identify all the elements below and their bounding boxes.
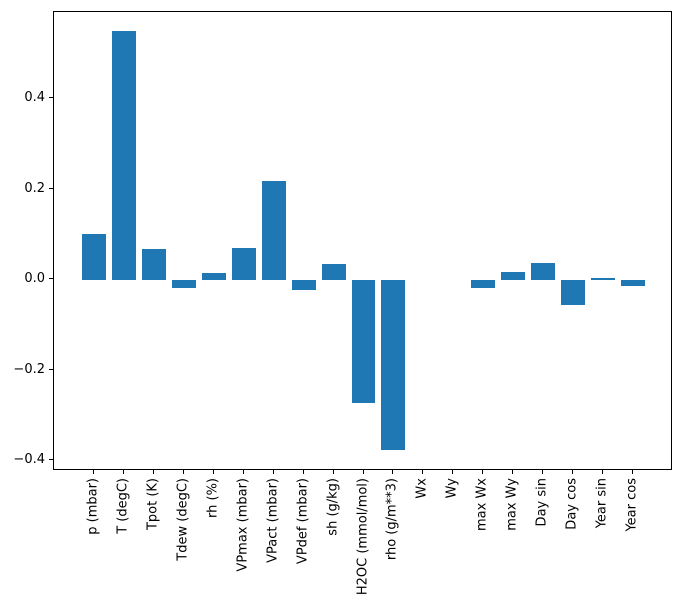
- y-tick-mark: [49, 97, 53, 99]
- x-tick-label: H2OC (mmol/mol): [355, 478, 370, 596]
- x-tick-label: VPact (mbar): [265, 478, 281, 563]
- bar-tpot-k: [142, 249, 166, 280]
- y-tick-mark: [49, 278, 53, 280]
- bar-year-sin: [590, 277, 615, 280]
- x-tick-mark: [392, 470, 394, 474]
- x-tick-mark: [452, 470, 454, 474]
- x-tick-label: Tdew (degC): [175, 478, 191, 561]
- x-tick-mark: [242, 470, 244, 474]
- y-tick-label: 0.0: [24, 271, 45, 287]
- bar-vpact-mbar: [261, 181, 286, 280]
- x-tick-mark: [93, 470, 95, 474]
- x-tick-label: rh (%): [205, 478, 221, 518]
- x-tick-label: Wx: [414, 478, 430, 499]
- bar-rho-g-m-3: [381, 279, 406, 451]
- x-tick-label: Year sin: [594, 478, 610, 529]
- x-tick-label: rho (g/m**3): [384, 478, 400, 561]
- x-tick-label: Year cos: [624, 478, 640, 532]
- x-tick-label: p (mbar): [85, 478, 101, 535]
- y-tick-label: 0.4: [24, 90, 45, 106]
- x-tick-mark: [362, 470, 364, 474]
- x-tick-label: VPdef (mbar): [295, 478, 311, 565]
- y-tick-mark: [49, 459, 53, 461]
- x-tick-mark: [332, 470, 334, 474]
- bar-year-cos: [620, 279, 645, 287]
- bar-max-wx: [471, 279, 496, 288]
- x-tick-mark: [272, 470, 274, 474]
- bar-p-mbar: [82, 234, 107, 280]
- x-tick-label: sh (g/kg): [325, 478, 341, 536]
- x-tick-label: T (degC): [115, 478, 131, 534]
- bar-max-wy: [501, 271, 526, 280]
- x-tick-mark: [601, 470, 603, 474]
- y-tick-label: −0.4: [13, 452, 45, 468]
- x-tick-mark: [152, 470, 154, 474]
- x-tick-mark: [482, 470, 484, 474]
- x-tick-mark: [631, 470, 633, 474]
- bar-rh: [201, 273, 226, 280]
- bar-tdew-degc: [171, 279, 196, 288]
- x-tick-mark: [302, 470, 304, 474]
- bar-t-degc: [112, 30, 136, 280]
- y-tick-label: 0.2: [24, 180, 45, 196]
- x-tick-mark: [512, 470, 514, 474]
- x-tick-label: Tpot (K): [145, 478, 161, 531]
- x-tick-mark: [123, 470, 125, 474]
- plot-area: [53, 11, 672, 470]
- bar-h2oc-mmol-mol: [351, 279, 376, 404]
- y-tick-label: −0.2: [13, 361, 45, 377]
- x-tick-label: Day sin: [534, 478, 550, 527]
- x-tick-label: max Wx: [474, 478, 490, 532]
- x-tick-label: max Wy: [504, 478, 520, 531]
- bar-vpdef-mbar: [291, 279, 316, 291]
- x-tick-mark: [542, 470, 544, 474]
- x-tick-mark: [212, 470, 214, 474]
- x-tick-label: Day cos: [564, 478, 580, 530]
- x-tick-mark: [422, 470, 424, 474]
- y-tick-mark: [49, 368, 53, 370]
- x-tick-mark: [572, 470, 574, 474]
- x-tick-mark: [182, 470, 184, 474]
- bar-vpmax-mbar: [231, 248, 256, 280]
- x-tick-label: Wy: [444, 478, 460, 499]
- bar-sh-g-kg: [321, 263, 346, 280]
- y-tick-mark: [49, 187, 53, 189]
- bar-day-cos: [561, 279, 585, 306]
- bar-day-sin: [531, 263, 556, 280]
- x-tick-label: VPmax (mbar): [235, 478, 251, 572]
